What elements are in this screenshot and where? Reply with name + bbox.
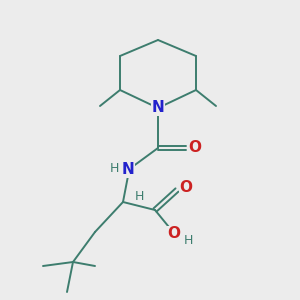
Text: N: N [122,163,134,178]
Text: O: O [188,140,202,155]
Text: O: O [167,226,181,242]
Text: H: H [134,190,144,202]
Text: N: N [152,100,164,116]
Text: H: H [183,233,193,247]
Text: H: H [109,163,119,176]
Text: O: O [179,181,193,196]
